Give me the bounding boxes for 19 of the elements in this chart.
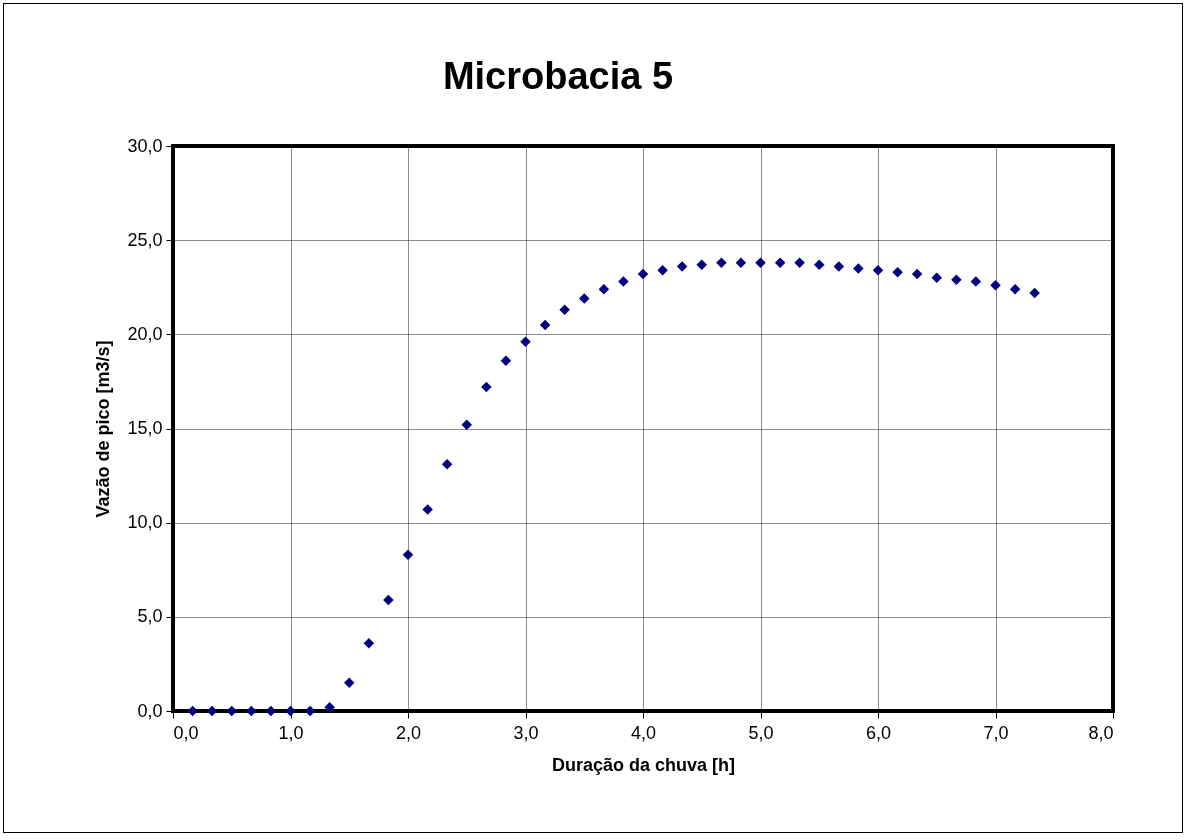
x-tick-label: 7,0 [983,722,1009,743]
x-tick-label: 0,0 [173,722,199,743]
x-tick-label: 1,0 [278,722,304,743]
x-tick-label: 4,0 [630,722,657,743]
x-tick-label: 5,0 [748,722,774,743]
y-tick-label: 5,0 [137,606,163,627]
y-tick-label: 25,0 [127,229,163,250]
y-axis-title: Vazão de pico [m3/s] [93,340,114,518]
x-axis-title: Duração da chuva [h] [551,754,736,775]
x-tick-label: 8,0 [1088,722,1114,743]
y-tick-label: 20,0 [127,323,163,344]
x-tick-label: 3,0 [513,722,539,743]
x-tick-label: 2,0 [395,722,422,743]
chart-title: Microbacia 5 [442,55,674,97]
y-tick-label: 0,0 [137,700,163,721]
y-tick-label: 15,0 [127,418,163,438]
y-tick-label: 30,0 [127,135,163,156]
y-tick-label: 10,0 [127,512,163,533]
x-tick-label: 6,0 [865,722,892,743]
